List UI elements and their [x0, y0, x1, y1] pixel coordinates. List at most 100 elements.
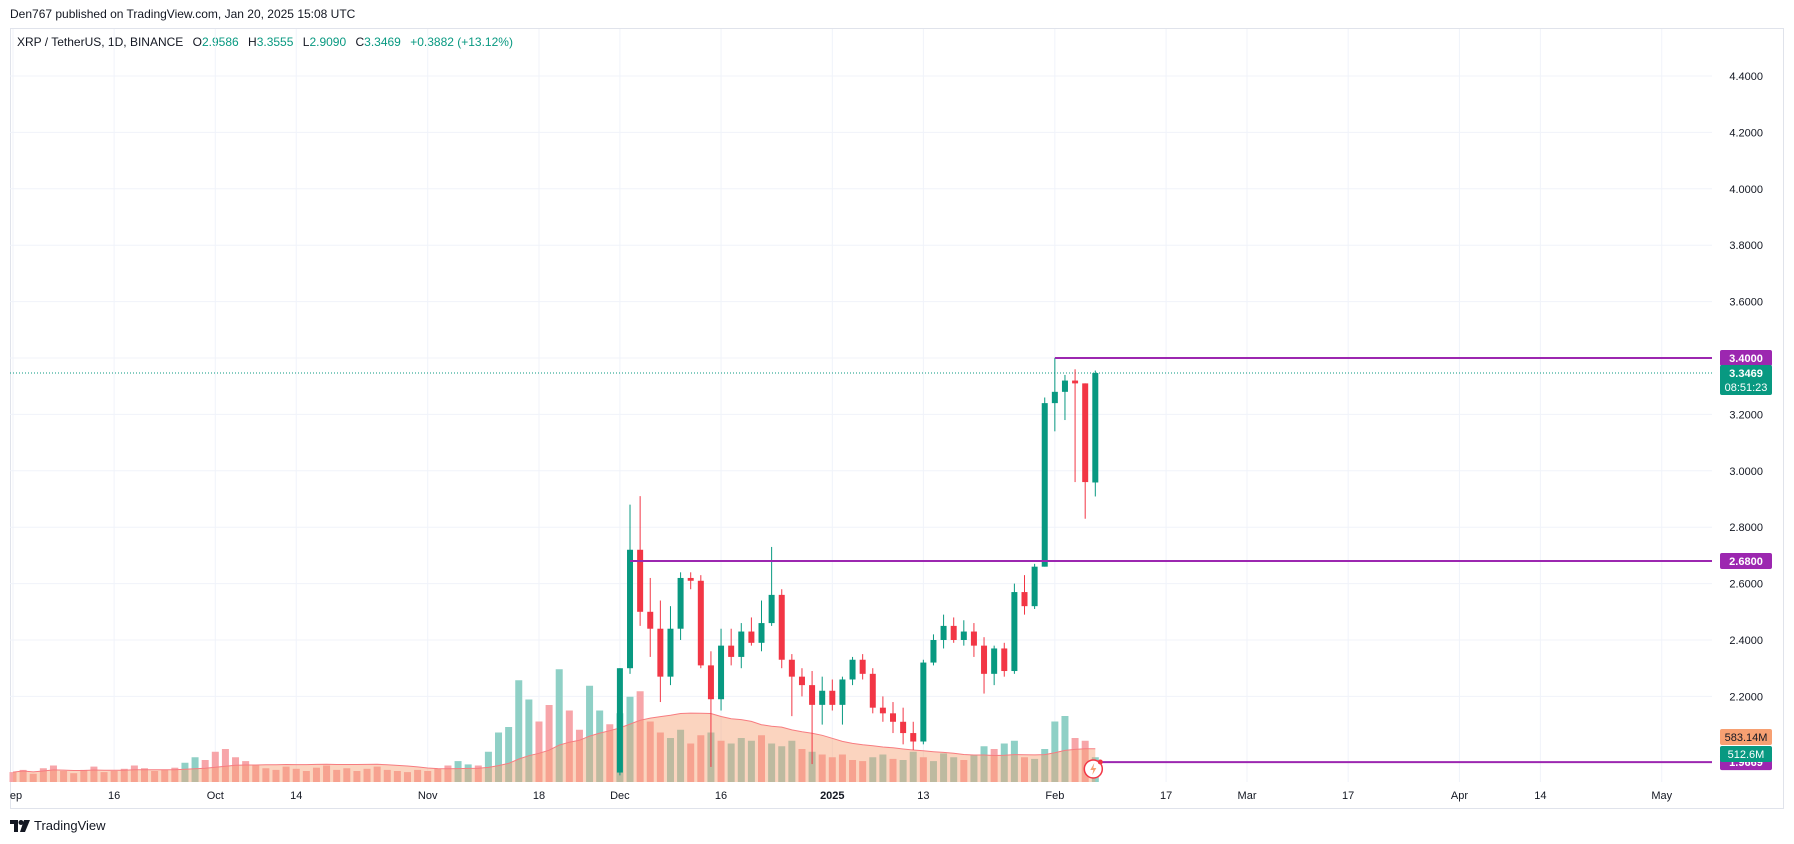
candle-body — [687, 577, 694, 581]
tradingview-logo-icon — [10, 819, 30, 832]
candle-body — [677, 577, 684, 629]
x-tick-label: Dec — [610, 790, 630, 802]
volume-bar — [414, 769, 422, 782]
volume-bar — [39, 768, 47, 782]
candle-body — [981, 645, 988, 674]
x-tick-label: 17 — [1342, 790, 1354, 802]
x-tick-label: 16 — [108, 790, 120, 802]
volume-bar — [100, 772, 108, 782]
event-dot — [1097, 759, 1103, 765]
volume-bar — [353, 771, 361, 782]
volume-bar — [919, 757, 927, 782]
low-value: 2.9090 — [309, 35, 347, 49]
volume-bar — [29, 773, 37, 782]
candle-body — [1092, 372, 1099, 483]
x-tick-label: May — [1651, 790, 1672, 802]
volume-bar — [929, 761, 937, 782]
volume-bar — [950, 757, 958, 782]
volume-bar — [798, 749, 806, 782]
candle-body — [1072, 380, 1079, 384]
x-tick-label: Apr — [1451, 790, 1468, 802]
candle-body — [809, 685, 816, 705]
volume-bar — [181, 762, 189, 782]
volume-bar — [838, 754, 846, 782]
volume-bar — [474, 765, 482, 782]
volume-bar — [505, 727, 513, 782]
volume-ma-line — [12, 712, 1096, 773]
volume-bar — [818, 754, 826, 782]
volume-bar — [363, 768, 371, 782]
candle-body — [819, 690, 826, 705]
volume-bar — [525, 699, 533, 782]
y-tick-label: 2.6000 — [1729, 579, 1763, 591]
volume-bar — [697, 735, 705, 782]
volume-bar — [434, 768, 442, 782]
volume-bar — [161, 769, 169, 782]
y-tick-label: 3.2000 — [1729, 409, 1763, 421]
volume-bar — [383, 769, 391, 782]
candle-body — [920, 662, 927, 742]
candle-body — [859, 659, 866, 674]
candle-body — [778, 594, 785, 660]
y-tick-label: 4.4000 — [1729, 71, 1763, 83]
volume-bar — [120, 768, 128, 782]
volume-bar — [677, 729, 685, 782]
x-tick-label: 16 — [715, 790, 727, 802]
volume-bar — [768, 743, 776, 782]
volume-bar — [687, 743, 695, 782]
volume-bar — [242, 761, 250, 782]
symbol-title[interactable]: XRP / TetherUS, 1D, BINANCE — [17, 35, 184, 49]
volume-bar — [849, 760, 857, 782]
volume-bar — [19, 769, 27, 782]
candle-body — [1011, 592, 1018, 672]
candle-body — [849, 659, 856, 680]
volume-bar — [535, 721, 543, 782]
volume-bar — [171, 767, 179, 782]
x-tick-label: Nov — [418, 790, 438, 802]
candle-body — [900, 721, 907, 734]
chart-legend: XRP / TetherUS, 1D, BINANCE O2.9586 H3.3… — [17, 35, 519, 49]
candle-body — [910, 733, 917, 742]
x-tick-label: 14 — [290, 790, 302, 802]
candle-body — [718, 645, 725, 700]
volume-bar — [9, 772, 17, 782]
volume-bar — [606, 724, 614, 782]
volume-bar — [555, 669, 563, 782]
volume-bar — [636, 691, 644, 782]
volume-bar — [1000, 743, 1008, 782]
candle-body — [950, 625, 957, 640]
tradingview-footer: TradingView — [10, 818, 106, 833]
candle-body — [748, 631, 755, 643]
volume-bar — [717, 740, 725, 782]
candle-body — [1061, 380, 1068, 392]
candle-body — [616, 668, 623, 773]
volume-bar — [990, 749, 998, 782]
open-value: 2.9586 — [201, 35, 239, 49]
volume-bar — [90, 766, 98, 782]
volume-bar — [464, 764, 472, 782]
volume-bar — [596, 710, 604, 782]
volume-bar — [727, 743, 735, 782]
y-tick-label: 4.0000 — [1729, 184, 1763, 196]
candle-body — [879, 707, 886, 714]
candle-body — [657, 628, 664, 677]
candle-body — [1021, 592, 1028, 607]
volume-bar — [1021, 757, 1028, 782]
volume-bar — [70, 773, 78, 782]
volume-label: 512.6M — [1728, 749, 1765, 761]
volume-bar — [221, 749, 229, 782]
volume-bar — [80, 769, 88, 782]
volume-badge-bg — [1720, 746, 1772, 762]
volume-bar — [302, 771, 310, 782]
volume-bar — [778, 746, 786, 782]
x-tick-label: ep — [10, 790, 22, 802]
x-tick-label: Feb — [1045, 790, 1064, 802]
low-label: L — [302, 35, 310, 49]
volume-bar — [444, 765, 452, 782]
x-tick-label: Mar — [1238, 790, 1257, 802]
volume-bar — [656, 732, 664, 782]
volume-bar — [272, 769, 280, 782]
y-tick-label: 2.2000 — [1729, 691, 1763, 703]
level-price-label-bg — [1720, 350, 1772, 366]
